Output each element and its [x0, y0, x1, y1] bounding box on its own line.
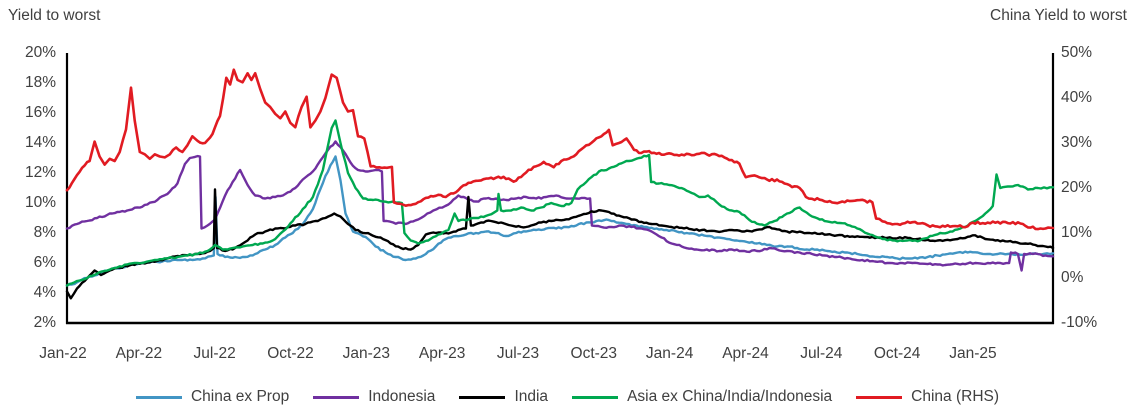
legend-swatch — [459, 395, 506, 399]
right-y-tick-label: 30% — [1061, 134, 1093, 151]
right-y-tick-label: -10% — [1061, 314, 1098, 331]
legend-swatch — [313, 395, 360, 399]
right-y-tick-label: 10% — [1061, 224, 1093, 241]
legend-item-indonesia: Indonesia — [313, 388, 435, 406]
legend-item-asia-ex-china-india-indonesia: Asia ex China/India/Indonesia — [572, 388, 832, 406]
right-y-tick-label: 50% — [1061, 44, 1093, 61]
x-tick-label: Jan-25 — [949, 345, 997, 362]
left-y-tick-label: 4% — [33, 284, 56, 301]
legend-label: China ex Prop — [190, 388, 290, 405]
x-tick-label: Apr-23 — [418, 345, 466, 362]
legend-swatch — [856, 395, 903, 399]
x-tick-label: Jul-24 — [800, 345, 843, 362]
legend-swatch — [572, 395, 619, 399]
x-tick-label: Apr-22 — [115, 345, 163, 362]
legend-label: Indonesia — [368, 388, 436, 405]
legend-label: Asia ex China/India/Indonesia — [627, 388, 833, 405]
series-line-asia-ex-china-india-indonesia — [65, 119, 1055, 287]
left-y-tick-label: 14% — [24, 134, 56, 151]
right-axis-title: China Yield to worst — [990, 7, 1127, 24]
legend-item-india: India — [459, 388, 548, 406]
legend-label: China (RHS) — [911, 388, 1000, 405]
legend-swatch — [135, 395, 182, 399]
series-line-china-ex-prop — [65, 155, 1055, 287]
left-y-tick-label: 12% — [24, 164, 56, 181]
left-y-tick-label: 2% — [33, 314, 56, 331]
series-line-indonesia — [65, 140, 1055, 272]
legend-label: India — [514, 388, 549, 405]
x-tick-label: Jan-22 — [39, 345, 87, 362]
left-y-tick-label: 8% — [33, 224, 56, 241]
x-tick-label: Jul-23 — [496, 345, 540, 362]
left-y-tick-label: 10% — [24, 194, 56, 211]
x-tick-label: Jul-22 — [193, 345, 236, 362]
left-axis-title: Yield to worst — [8, 7, 101, 24]
series-line-china-rhs — [65, 68, 1055, 231]
x-tick-label: Oct-24 — [873, 345, 921, 362]
left-y-tick-label: 16% — [24, 104, 56, 121]
right-y-tick-label: 20% — [1061, 179, 1093, 196]
x-tick-label: Jan-24 — [645, 345, 694, 362]
right-y-tick-label: 0% — [1061, 269, 1084, 286]
right-y-tick-label: 40% — [1061, 89, 1093, 106]
legend-item-china-rhs: China (RHS) — [856, 388, 999, 406]
x-tick-label: Jan-23 — [342, 345, 391, 362]
left-y-tick-label: 6% — [33, 254, 56, 271]
x-tick-label: Oct-23 — [570, 345, 618, 362]
left-y-tick-label: 18% — [24, 74, 56, 91]
legend-item-china-ex-prop: China ex Prop — [135, 388, 290, 406]
x-tick-label: Apr-24 — [722, 345, 769, 362]
x-tick-label: Oct-22 — [267, 345, 314, 362]
legend: China ex Prop Indonesia India Asia ex China… — [0, 385, 1135, 409]
left-y-tick-label: 20% — [24, 44, 56, 61]
